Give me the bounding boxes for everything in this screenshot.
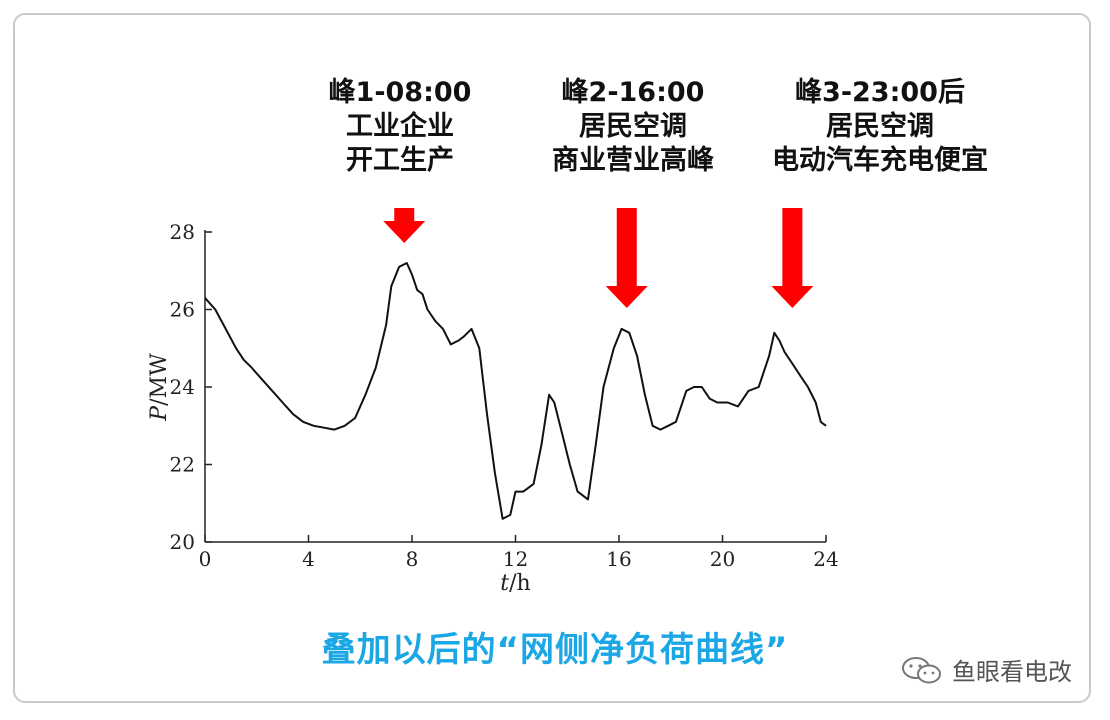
peak3-time: 峰3-23:00后 xyxy=(795,77,965,108)
slide-frame xyxy=(13,13,1091,703)
peak2-time: 峰2-16:00 xyxy=(561,77,705,108)
x-axis-title: t/h xyxy=(500,571,530,596)
x-tick-label: 4 xyxy=(302,547,315,571)
y-tick-label: 22 xyxy=(170,453,195,477)
peak2-annotation: 峰2-16:00 居民空调 商业营业高峰 xyxy=(552,76,714,178)
peak1-time: 峰1-08:00 xyxy=(328,77,472,108)
peak2-reason-line2: 商业营业高峰 xyxy=(552,145,714,176)
peak2-reason-line1: 居民空调 xyxy=(579,111,687,142)
watermark-text: 鱼眼看电改 xyxy=(952,658,1072,686)
wechat-icon xyxy=(902,656,941,683)
y-tick-label: 24 xyxy=(170,375,195,399)
net-load-line xyxy=(204,262,827,520)
y-tick-label: 20 xyxy=(170,530,195,554)
peak-arrow-3 xyxy=(771,208,814,308)
x-tick-label: 0 xyxy=(199,547,212,571)
watermark: 鱼眼看电改 xyxy=(900,652,1072,687)
y-tick-label: 26 xyxy=(170,298,195,322)
x-tick-label: 12 xyxy=(503,547,528,571)
x-tick-label: 24 xyxy=(813,547,838,571)
peak3-reason-line2: 电动汽车充电便宜 xyxy=(772,145,988,176)
peak1-reason-line2: 开工生产 xyxy=(346,145,454,176)
peak3-annotation: 峰3-23:00后 居民空调 电动汽车充电便宜 xyxy=(772,76,988,178)
peak-arrow-1 xyxy=(383,208,426,243)
y-tick-label: 28 xyxy=(170,220,195,244)
peak1-reason-line1: 工业企业 xyxy=(346,111,454,142)
peak3-reason-line1: 居民空调 xyxy=(826,111,934,142)
y-axis-title: P/MW xyxy=(147,353,172,422)
peak-arrow-2 xyxy=(605,208,648,308)
x-tick-label: 8 xyxy=(406,547,419,571)
x-tick-label: 20 xyxy=(710,547,735,571)
chart-caption: 叠加以后的“网侧净负荷曲线” xyxy=(321,630,789,670)
peak1-annotation: 峰1-08:00 工业企业 开工生产 xyxy=(329,76,472,178)
x-tick-label: 16 xyxy=(606,547,631,571)
